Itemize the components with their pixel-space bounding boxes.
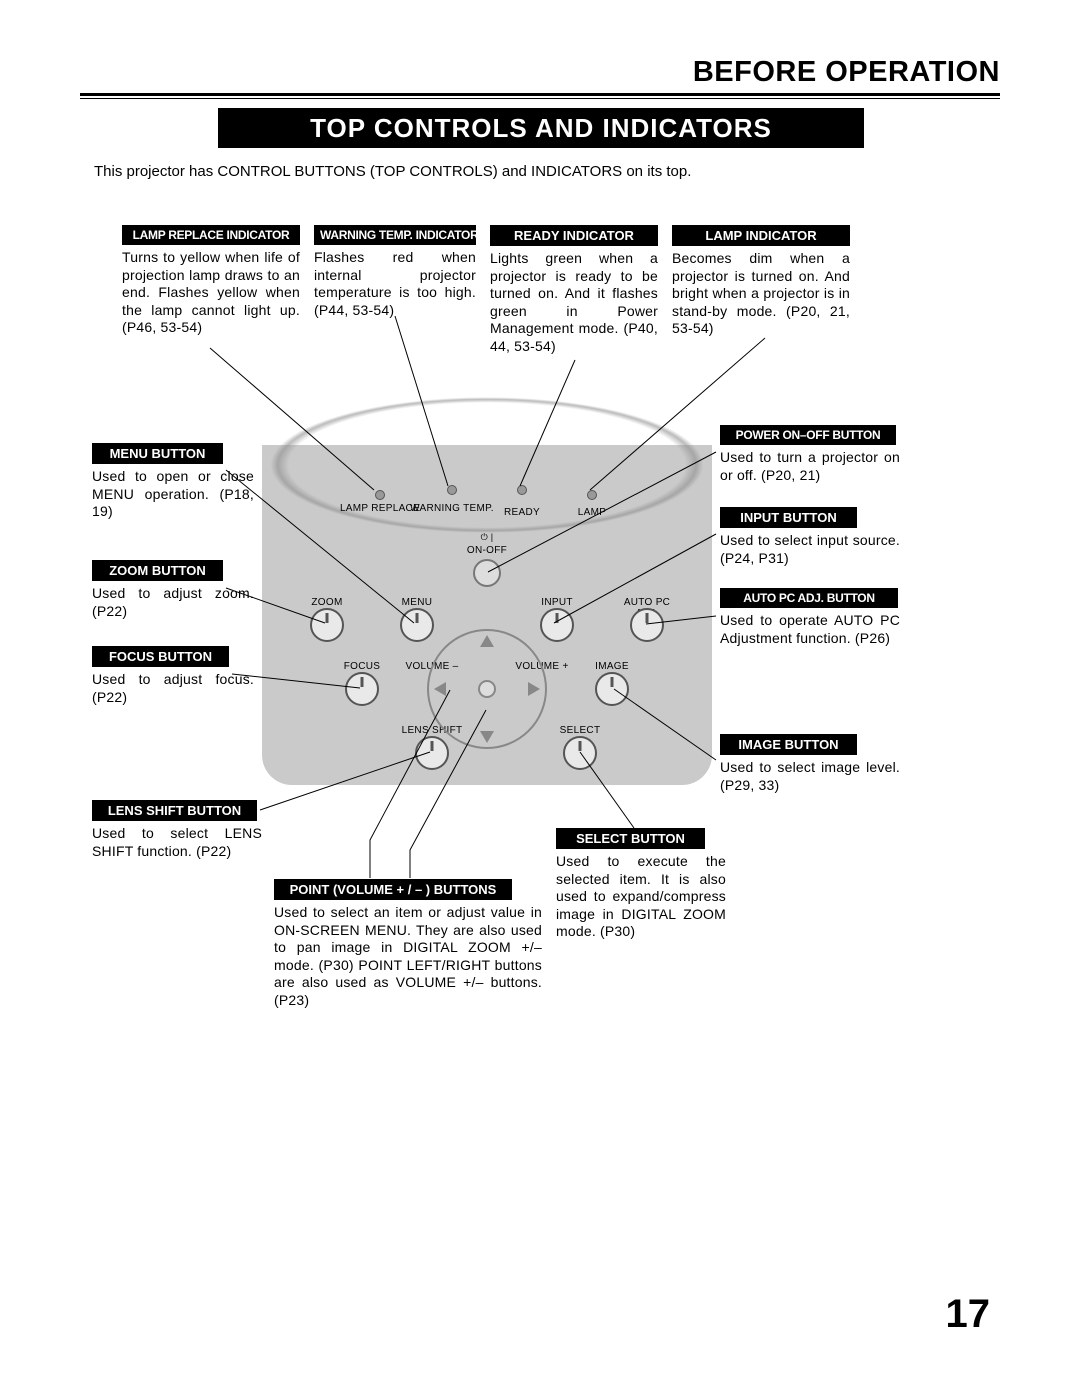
callout-focus: FOCUS BUTTON Used to adjust focus. (P22) <box>92 646 229 706</box>
callout-ready: READY INDICATOR Lights green when a proj… <box>490 225 658 355</box>
callout-select: SELECT BUTTON Used to execute the select… <box>556 828 705 941</box>
zoom-button[interactable] <box>310 608 344 642</box>
dpad-left[interactable] <box>434 682 446 696</box>
projector-panel: LAMP REPLACE WARNING TEMP. READY LAMP ⏻ … <box>262 445 712 785</box>
pl-focus: FOCUS <box>344 661 381 672</box>
callout-image: IMAGE BUTTON Used to select image level.… <box>720 734 857 794</box>
desc-zoom: Used to adjust zoom. (P22) <box>92 585 254 620</box>
desc-point: Used to select an item or adjust value i… <box>274 904 542 1009</box>
rule-thin <box>80 98 1000 99</box>
desc-lamp: Becomes dim when a projector is turned o… <box>672 250 850 338</box>
label-point: POINT (VOLUME + / – ) BUTTONS <box>274 879 512 900</box>
desc-select: Used to execute the selected item. It is… <box>556 853 726 941</box>
dpad-up[interactable] <box>480 635 494 647</box>
label-lamp-replace: LAMP REPLACE INDICATOR <box>122 225 300 245</box>
pl-zoom: ZOOM <box>311 597 342 608</box>
led-lamp-replace <box>375 490 385 500</box>
pl-input: INPUT <box>541 597 573 608</box>
callout-lamp: LAMP INDICATOR Becomes dim when a projec… <box>672 225 850 338</box>
dpad-down[interactable] <box>480 731 494 743</box>
label-lens-shift: LENS SHIFT BUTTON <box>92 800 257 821</box>
desc-image: Used to select image level. (P29, 33) <box>720 759 900 794</box>
desc-lens-shift: Used to select LENS SHIFT function. (P22… <box>92 825 262 860</box>
intro-text: This projector has CONTROL BUTTONS (TOP … <box>94 163 1000 180</box>
callout-power: POWER ON–OFF BUTTON Used to turn a proje… <box>720 425 896 484</box>
label-lamp: LAMP INDICATOR <box>672 225 850 246</box>
callout-menu: MENU BUTTON Used to open or close MENU o… <box>92 443 223 521</box>
pl-lamp-replace: LAMP REPLACE <box>340 503 420 514</box>
label-image: IMAGE BUTTON <box>720 734 857 755</box>
label-select: SELECT BUTTON <box>556 828 705 849</box>
label-ready: READY INDICATOR <box>490 225 658 246</box>
panel-arc <box>232 385 742 545</box>
desc-autopc: Used to operate AUTO PC Adjustment funct… <box>720 612 900 647</box>
label-warning-temp: WARNING TEMP. INDICATOR <box>314 225 476 245</box>
point-dpad[interactable] <box>427 629 547 749</box>
pl-lamp: LAMP <box>578 507 606 518</box>
led-ready <box>517 485 527 495</box>
label-input: INPUT BUTTON <box>720 507 857 528</box>
header: BEFORE OPERATION <box>80 56 1000 99</box>
callout-input: INPUT BUTTON Used to select input source… <box>720 507 857 567</box>
desc-ready: Lights green when a projector is ready t… <box>490 250 658 355</box>
callout-point: POINT (VOLUME + / – ) BUTTONS Used to se… <box>274 879 512 1009</box>
label-focus: FOCUS BUTTON <box>92 646 229 667</box>
label-menu: MENU BUTTON <box>92 443 223 464</box>
focus-button[interactable] <box>345 672 379 706</box>
pl-onoff: ON-OFF <box>467 545 507 556</box>
led-lamp <box>587 490 597 500</box>
callout-lens-shift: LENS SHIFT BUTTON Used to select LENS SH… <box>92 800 257 860</box>
label-autopc: AUTO PC ADJ. BUTTON <box>720 588 898 608</box>
label-zoom: ZOOM BUTTON <box>92 560 223 581</box>
desc-focus: Used to adjust focus. (P22) <box>92 671 254 706</box>
led-warning-temp <box>447 485 457 495</box>
pl-onoff-symbol: ⏻ | <box>481 533 494 543</box>
desc-menu: Used to open or close MENU operation. (P… <box>92 468 254 521</box>
autopc-button[interactable] <box>630 608 664 642</box>
callout-zoom: ZOOM BUTTON Used to adjust zoom. (P22) <box>92 560 223 620</box>
page: BEFORE OPERATION TOP CONTROLS AND INDICA… <box>0 0 1080 1397</box>
callout-lamp-replace: LAMP REPLACE INDICATOR Turns to yellow w… <box>122 225 300 337</box>
callout-autopc: AUTO PC ADJ. BUTTON Used to operate AUTO… <box>720 588 898 647</box>
select-button[interactable] <box>563 736 597 770</box>
pl-menu: MENU <box>402 597 433 608</box>
main-banner: TOP CONTROLS AND INDICATORS <box>218 108 864 148</box>
page-number: 17 <box>946 1292 991 1337</box>
image-button[interactable] <box>595 672 629 706</box>
desc-power: Used to turn a projector on or off. (P20… <box>720 449 900 484</box>
dpad-right[interactable] <box>528 682 540 696</box>
desc-warning-temp: Flashes red when internal projector temp… <box>314 249 476 319</box>
label-power: POWER ON–OFF BUTTON <box>720 425 896 445</box>
callout-warning-temp: WARNING TEMP. INDICATOR Flashes red when… <box>314 225 476 319</box>
pl-ready: READY <box>504 507 540 518</box>
pl-warning-temp: WARNING TEMP. <box>410 503 494 514</box>
desc-lamp-replace: Turns to yellow when life of projection … <box>122 249 300 337</box>
dpad-center[interactable] <box>478 680 496 698</box>
pl-select: SELECT <box>560 725 601 736</box>
pl-image: IMAGE <box>595 661 629 672</box>
section-title: BEFORE OPERATION <box>80 56 1000 89</box>
desc-input: Used to select input source. (P24, P31) <box>720 532 900 567</box>
rule-thick <box>80 93 1000 96</box>
power-onoff-button[interactable] <box>473 559 501 587</box>
